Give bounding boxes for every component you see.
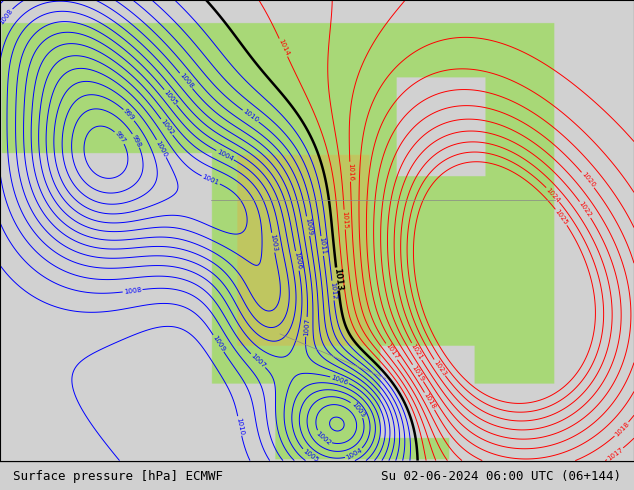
Text: 1004: 1004	[345, 447, 363, 461]
Text: 1002: 1002	[159, 118, 174, 136]
Text: 1014: 1014	[277, 38, 290, 57]
Text: 1005: 1005	[162, 89, 178, 106]
Text: 1006: 1006	[330, 374, 349, 386]
Text: 1008: 1008	[123, 287, 142, 295]
Text: 1011: 1011	[318, 237, 327, 255]
Text: 1003: 1003	[350, 400, 366, 418]
Text: 1018: 1018	[613, 421, 630, 438]
Text: 1022: 1022	[578, 200, 593, 219]
Text: 1010: 1010	[235, 416, 244, 435]
Text: 1021: 1021	[410, 343, 424, 361]
Text: 1010: 1010	[242, 108, 260, 124]
Text: 1009: 1009	[211, 334, 226, 353]
Text: 1015: 1015	[341, 211, 348, 229]
Text: 1000: 1000	[155, 139, 169, 158]
Text: Su 02-06-2024 06:00 UTC (06+144): Su 02-06-2024 06:00 UTC (06+144)	[381, 470, 621, 483]
Text: 1012: 1012	[329, 281, 337, 300]
Text: 1001: 1001	[201, 173, 220, 186]
Text: 998: 998	[131, 133, 142, 148]
Text: 1017: 1017	[384, 343, 399, 361]
Text: 1005: 1005	[301, 448, 319, 464]
Text: 1006: 1006	[293, 251, 302, 270]
Text: 1020: 1020	[580, 171, 596, 189]
Text: 1013: 1013	[332, 267, 343, 291]
Text: 1009: 1009	[304, 217, 313, 236]
Text: 1007: 1007	[303, 318, 310, 336]
Text: 1007: 1007	[249, 352, 266, 369]
Text: 1025: 1025	[553, 208, 569, 226]
Text: 1018: 1018	[422, 392, 437, 411]
Text: 1003: 1003	[269, 233, 278, 252]
Text: 1019: 1019	[411, 364, 425, 382]
Text: Surface pressure [hPa] ECMWF: Surface pressure [hPa] ECMWF	[13, 470, 223, 483]
Text: 1016: 1016	[347, 163, 354, 181]
Text: 1002: 1002	[314, 430, 332, 446]
Text: 1008: 1008	[0, 7, 14, 25]
Text: 1004: 1004	[216, 148, 235, 162]
Text: 1008: 1008	[178, 72, 194, 90]
Text: 1023: 1023	[432, 359, 447, 377]
Text: 1024: 1024	[545, 186, 561, 203]
Text: 1017: 1017	[606, 446, 624, 462]
Text: 997: 997	[113, 130, 126, 145]
Text: 999: 999	[122, 108, 136, 122]
